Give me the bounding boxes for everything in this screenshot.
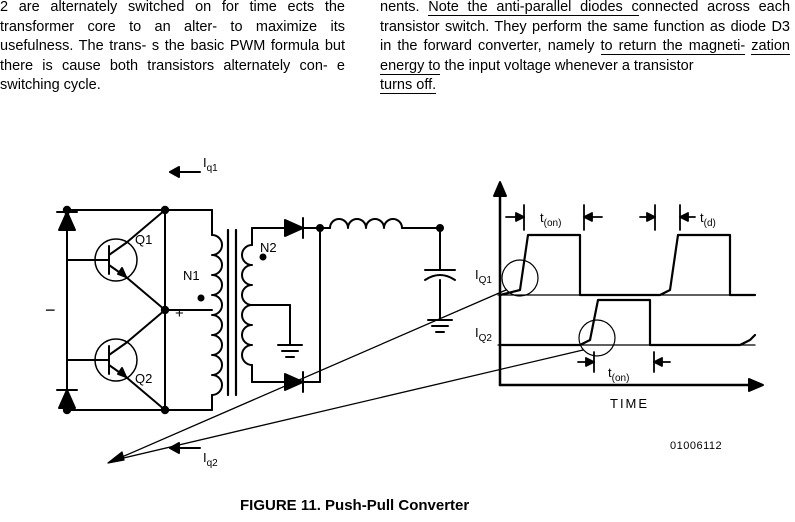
transistor-q2 (67, 339, 137, 381)
iq1-label: Iq1 (203, 155, 218, 174)
rc-seg4: to return the magneti- (601, 38, 746, 55)
rc-seg7: turns off. (380, 77, 436, 94)
push-pull-schematic: − + (45, 155, 455, 469)
left-column-text: 2 are alternately switched on for time e… (0, 0, 345, 96)
q2-label: Q2 (135, 371, 152, 386)
timing-diagram: IQ1 IQ2 t(on) t(d) t(on) TIME (475, 182, 763, 411)
n2-label: N2 (260, 240, 277, 255)
transistor-q1 (67, 239, 137, 281)
td-marker (640, 205, 695, 230)
figure-svg: − + (0, 150, 795, 510)
q1-label: Q1 (135, 232, 152, 247)
minus-label: − (45, 300, 56, 320)
rc-seg6: the input voltage whenever a transistor (440, 58, 693, 74)
iq1-axis-label: IQ1 (475, 267, 492, 286)
figure-caption: FIGURE 11. Push-Pull Converter (240, 497, 469, 514)
iq2-waveform (498, 300, 755, 345)
diode-top (57, 212, 77, 230)
ton-bottom-label: t(on) (608, 365, 629, 384)
diode-bottom (57, 390, 77, 408)
rc-seg1: nents. (380, 0, 428, 15)
td-label: t(d) (700, 210, 716, 229)
iq1-arrow (170, 167, 200, 177)
ton-top-label: t(on) (540, 210, 561, 229)
iq2-arrow (170, 443, 200, 453)
figure-id: 01006112 (670, 440, 722, 452)
time-axis-label: TIME (610, 396, 649, 411)
page: 2 are alternately switched on for time e… (0, 0, 795, 522)
rc-seg2: Note the anti-parallel diodes c (428, 0, 639, 16)
iq2-axis-label: IQ2 (475, 325, 492, 344)
plus-label: + (175, 305, 184, 322)
n1-label: N1 (183, 268, 200, 283)
iq2-label: Iq2 (203, 450, 218, 469)
right-column-text: nents. Note the anti-parallel diodes con… (380, 0, 790, 96)
